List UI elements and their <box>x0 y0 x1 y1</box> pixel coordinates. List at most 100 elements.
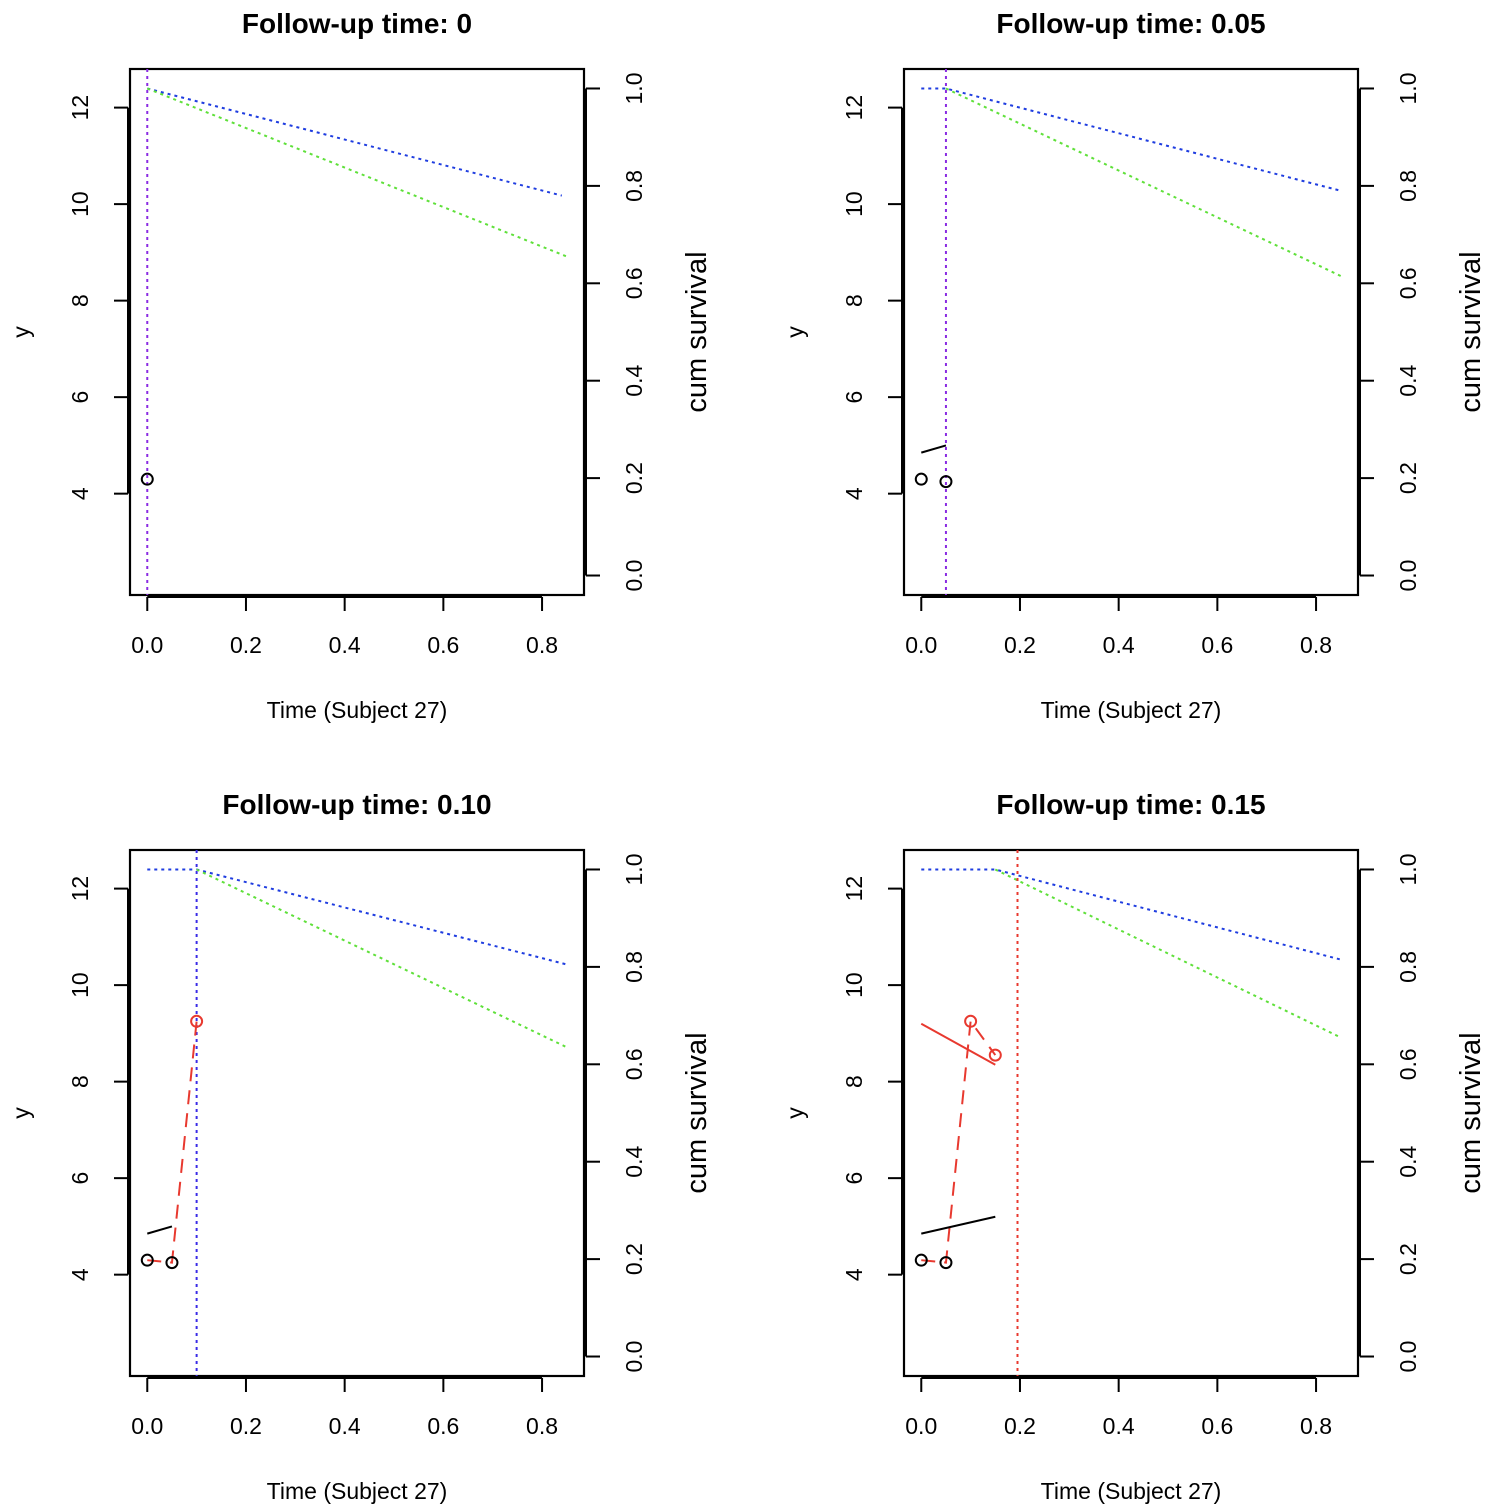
observed-point <box>140 472 154 486</box>
survival-curve-upper <box>921 868 1341 961</box>
panel-follow-up-0-05: Follow-up time: 0.05 Time (Subject 27) y… <box>782 8 1487 723</box>
y-axis-title: y <box>8 1107 34 1119</box>
y-right-tick-label: 1.0 <box>1395 853 1421 885</box>
x-tick-label: 0.2 <box>230 1413 262 1439</box>
y-tick-label: 8 <box>841 1075 867 1088</box>
x-tick-label: 0.6 <box>427 1413 459 1439</box>
y-right-axis-title: cum survival <box>681 1032 713 1193</box>
y-tick-label: 10 <box>841 972 867 998</box>
survival-curve-upper <box>147 868 567 966</box>
y-right-tick-label: 0.8 <box>1395 951 1421 983</box>
observed-point <box>964 1014 978 1028</box>
y-right-tick-label: 0.2 <box>621 462 647 494</box>
x-axis-title: Time (Subject 27) <box>1041 697 1222 723</box>
x-tick-label: 0.4 <box>1103 1413 1135 1439</box>
x-tick-label: 0.2 <box>230 632 262 658</box>
x-tick-label: 0.8 <box>1300 1413 1332 1439</box>
y-right-tick-label: 0.6 <box>1395 267 1421 299</box>
y-right-tick-label: 0.6 <box>621 1048 647 1080</box>
x-tick-label: 0.0 <box>131 632 163 658</box>
x-tick-label: 0.0 <box>131 1413 163 1439</box>
observed-point <box>939 1256 953 1270</box>
survival-curve-upper <box>921 87 1341 192</box>
y-tick-label: 12 <box>67 95 93 121</box>
y-tick-label: 8 <box>841 294 867 307</box>
observed-point <box>939 475 953 489</box>
fitted-line <box>921 1215 996 1235</box>
x-tick-label: 0.4 <box>329 632 361 658</box>
y-tick-label: 8 <box>67 294 93 307</box>
y-tick-label: 8 <box>67 1075 93 1088</box>
y-axis-title: y <box>782 326 808 338</box>
y-right-tick-label: 0.0 <box>621 1341 647 1373</box>
y-tick-label: 4 <box>67 1268 93 1281</box>
x-axis-title: Time (Subject 27) <box>267 1478 448 1504</box>
y-right-tick-label: 0.8 <box>621 951 647 983</box>
panel-title: Follow-up time: 0 <box>242 8 472 39</box>
y-right-tick-label: 0.6 <box>621 267 647 299</box>
y-right-tick-label: 0.4 <box>621 1146 647 1178</box>
panel-follow-up-0: Follow-up time: 0 Time (Subject 27) y cu… <box>8 8 713 723</box>
y-tick-label: 12 <box>841 95 867 121</box>
fitted-line <box>920 444 947 454</box>
observed-point <box>914 1253 928 1267</box>
x-tick-label: 0.8 <box>526 632 558 658</box>
observed-point <box>165 1256 179 1270</box>
y-tick-label: 6 <box>67 391 93 404</box>
panel-title: Follow-up time: 0.10 <box>222 789 491 820</box>
y-right-axis-title: cum survival <box>1455 1032 1487 1193</box>
y-axis-title: y <box>782 1107 808 1119</box>
observation-link <box>147 1021 198 1264</box>
x-tick-label: 0.6 <box>1201 1413 1233 1439</box>
y-tick-label: 12 <box>841 876 867 902</box>
survival-curve-upper <box>147 87 563 197</box>
x-tick-label: 0.4 <box>1103 632 1135 658</box>
x-tick-label: 0.8 <box>526 1413 558 1439</box>
observed-point <box>190 1014 204 1028</box>
x-tick-label: 0.6 <box>427 632 459 658</box>
survival-curve-lower <box>994 868 1342 1039</box>
y-right-tick-label: 0.2 <box>621 1243 647 1275</box>
y-tick-label: 10 <box>841 191 867 217</box>
panel-title: Follow-up time: 0.05 <box>996 8 1265 39</box>
y-right-tick-label: 0.8 <box>621 170 647 202</box>
x-tick-label: 0.4 <box>329 1413 361 1439</box>
observed-point <box>914 472 928 486</box>
y-tick-label: 6 <box>841 391 867 404</box>
x-axis-title: Time (Subject 27) <box>1041 1478 1222 1504</box>
y-right-tick-label: 0.6 <box>1395 1048 1421 1080</box>
y-right-tick-label: 0.4 <box>621 365 647 397</box>
y-tick-label: 4 <box>841 487 867 500</box>
y-right-axis-title: cum survival <box>681 251 713 412</box>
x-tick-label: 0.0 <box>905 1413 937 1439</box>
plot-frame <box>128 67 586 597</box>
observed-point <box>140 1253 154 1267</box>
fitted-line <box>146 1225 173 1235</box>
y-right-tick-label: 0.0 <box>1395 1341 1421 1373</box>
plot-frame <box>902 848 1360 1378</box>
y-right-tick-label: 0.0 <box>621 560 647 592</box>
y-tick-label: 10 <box>67 972 93 998</box>
plot-frame <box>902 67 1360 597</box>
observed-point <box>988 1048 1002 1062</box>
panel-follow-up-0-10: Follow-up time: 0.10 Time (Subject 27) y… <box>8 789 713 1504</box>
y-right-axis-title: cum survival <box>1455 251 1487 412</box>
x-tick-label: 0.2 <box>1004 1413 1036 1439</box>
y-tick-label: 12 <box>67 876 93 902</box>
y-tick-label: 6 <box>67 1172 93 1185</box>
y-right-tick-label: 0.2 <box>1395 462 1421 494</box>
y-right-tick-label: 0.4 <box>1395 1146 1421 1178</box>
survival-curve-lower <box>146 87 568 258</box>
panel-title: Follow-up time: 0.15 <box>996 789 1265 820</box>
survival-curve-lower <box>945 87 1342 277</box>
y-axis-title: y <box>8 326 34 338</box>
y-right-tick-label: 0.2 <box>1395 1243 1421 1275</box>
observation-link <box>921 1018 997 1264</box>
y-right-tick-label: 1.0 <box>621 853 647 885</box>
x-tick-label: 0.2 <box>1004 632 1036 658</box>
y-tick-label: 10 <box>67 191 93 217</box>
y-right-tick-label: 1.0 <box>621 72 647 104</box>
y-tick-label: 6 <box>841 1172 867 1185</box>
x-tick-label: 0.6 <box>1201 632 1233 658</box>
panel-follow-up-0-15: Follow-up time: 0.15 Time (Subject 27) y… <box>782 789 1487 1504</box>
